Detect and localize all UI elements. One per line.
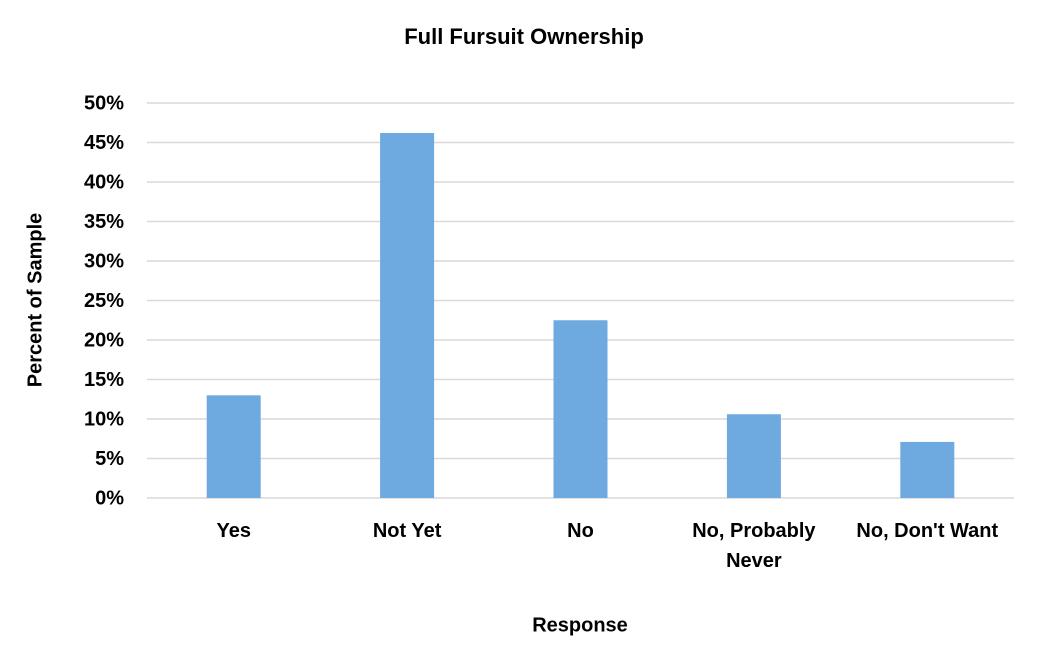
y-tick-label: 35% — [84, 211, 124, 233]
bar — [206, 395, 261, 498]
y-tick-label: 30% — [84, 250, 124, 272]
y-tick-label: 45% — [84, 132, 124, 154]
y-tick-label: 40% — [84, 171, 124, 193]
bar — [900, 441, 955, 498]
y-tick-label: 5% — [95, 448, 124, 470]
x-tick-label: No — [567, 520, 594, 542]
y-tick-label: 20% — [84, 329, 124, 351]
y-tick-label: 0% — [95, 487, 124, 509]
x-tick-label: No, Don't Want — [856, 520, 999, 542]
x-axis-label: Response — [532, 614, 628, 636]
y-tick-label: 50% — [84, 92, 124, 114]
y-tick-label: 25% — [84, 290, 124, 312]
x-tick-label: Not Yet — [372, 520, 442, 542]
x-tick-label: No, Probably Never — [692, 520, 816, 572]
y-tick-label: 10% — [84, 408, 124, 430]
bar — [380, 133, 435, 498]
bar — [553, 320, 608, 498]
y-tick-label: 15% — [84, 369, 124, 391]
bar — [726, 414, 781, 498]
y-axis-label: Percent of Sample — [24, 213, 46, 388]
chart-title: Full Fursuit Ownership — [404, 24, 644, 49]
x-tick-label: Yes — [216, 520, 251, 542]
